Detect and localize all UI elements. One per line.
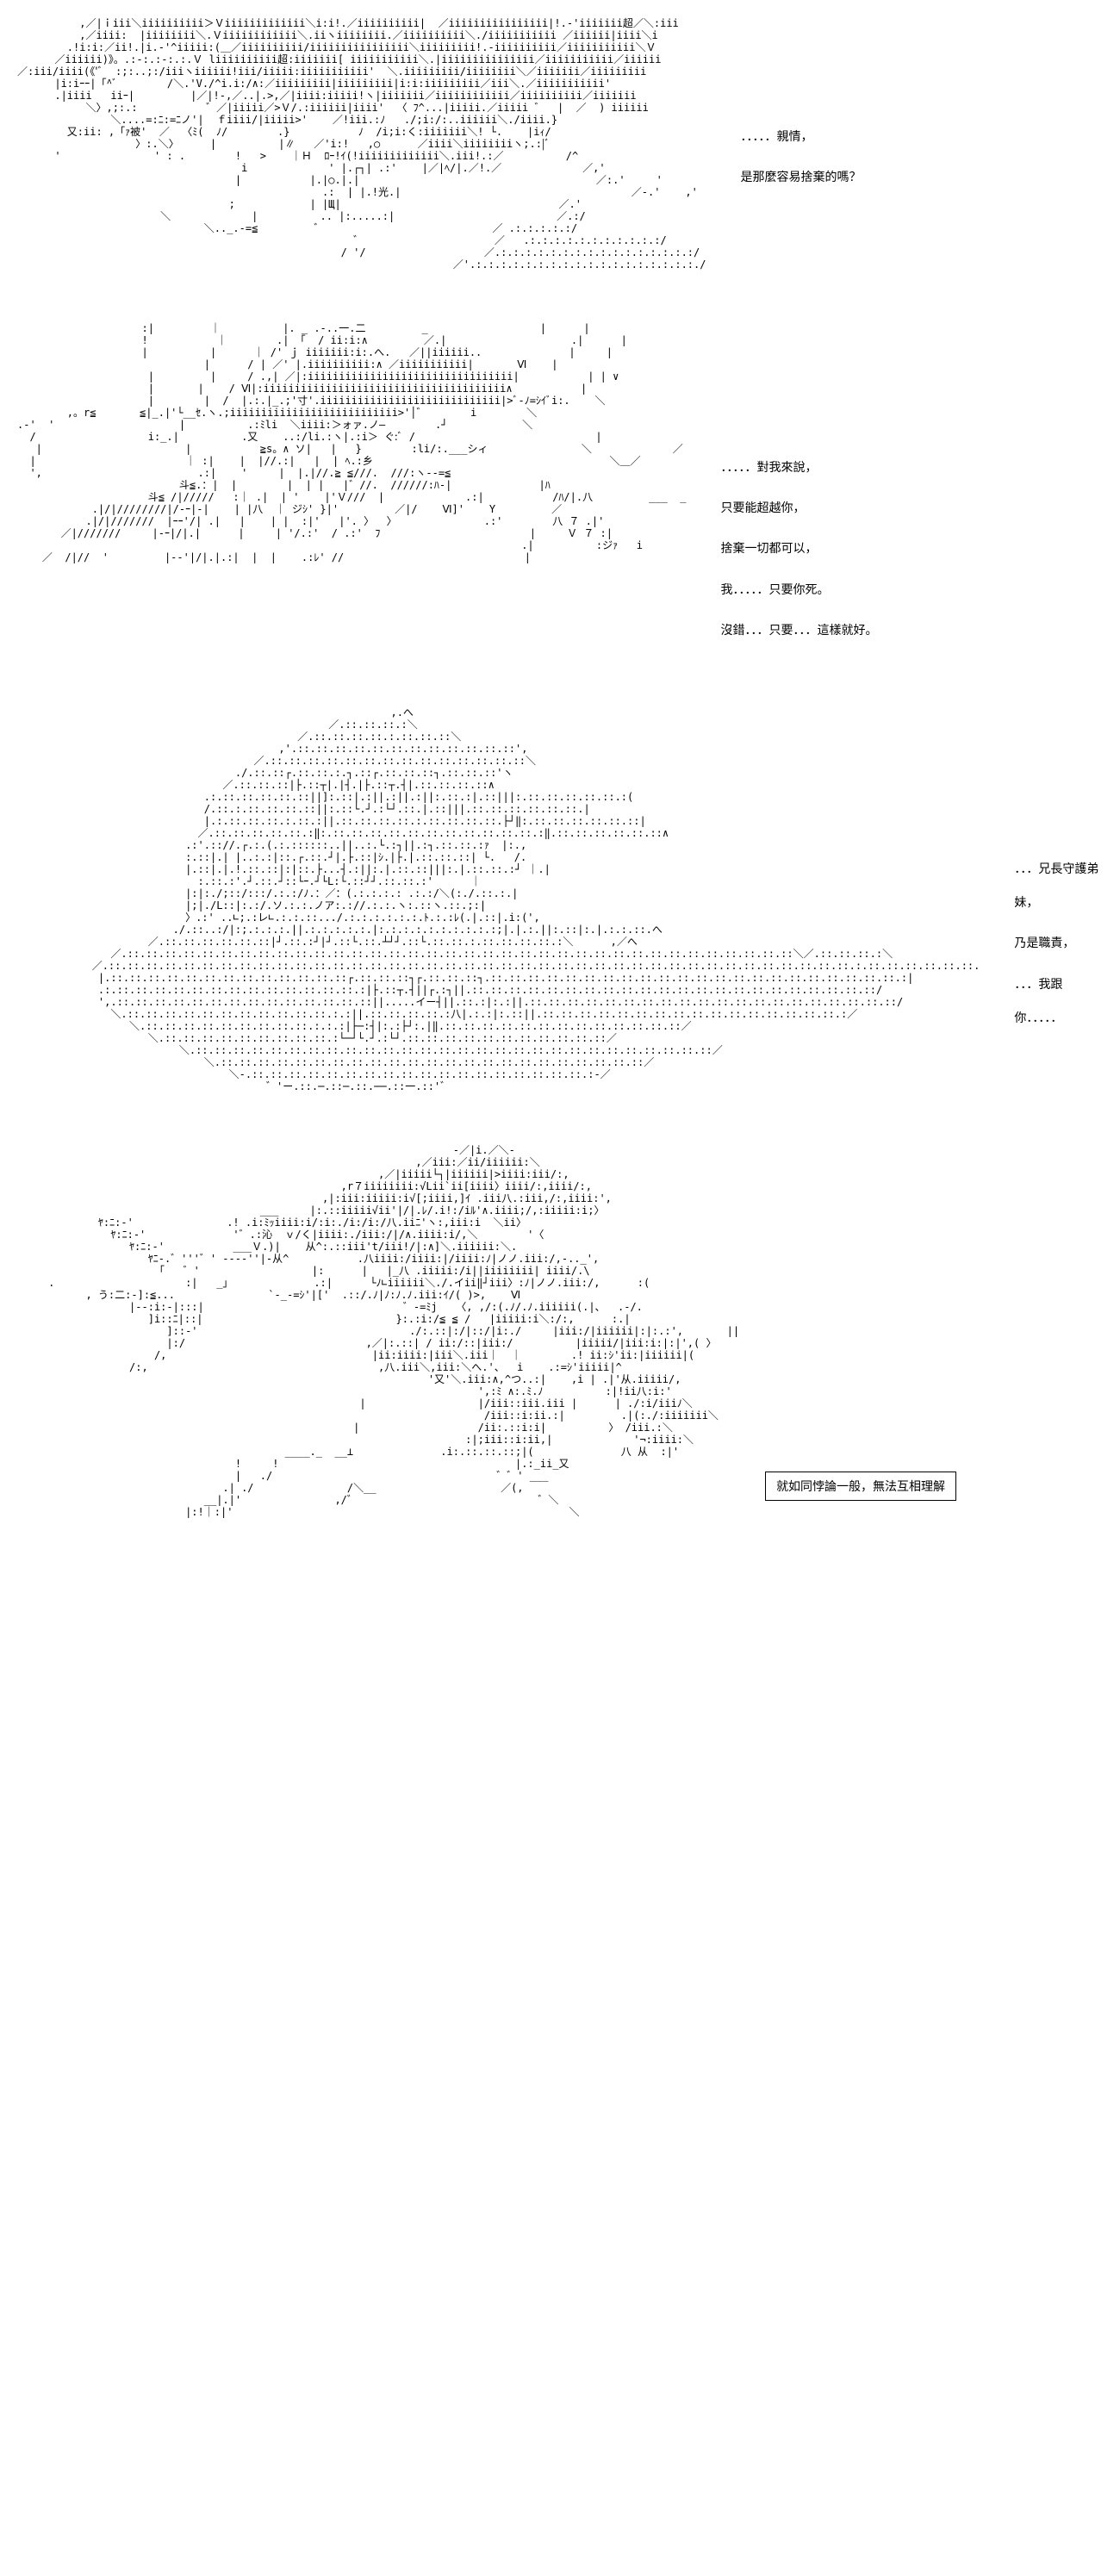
dialogue-block-1: ．．．．．對我來說， 只要能超越你， 捨棄一切都可以， 我．．．．．只要你死。沒錯．．…: [720, 451, 877, 655]
dialogue-line: ．．．．．對我來說，: [720, 451, 877, 485]
dialogue-line: 只要能超越你，: [720, 492, 877, 526]
dialogue-line: ．．．．．親情，: [740, 121, 861, 154]
ascii-art-2: ,.へ ／.::.::.::.:＼ ／.::.::.::.::.:.::.::.…: [17, 706, 980, 1092]
dialogue-line: 我．．．．．只要你死。: [720, 574, 877, 607]
dialogue-line: 捨棄一切都可以，: [720, 532, 877, 566]
narration-box: 就如同悖論一般，無法互相理解: [765, 1472, 956, 1501]
ascii-art-1: :| ｜ |. _ .-..一.二 _ | | ! ｜ .| 「 / ii:i:…: [17, 322, 686, 563]
story-panel-0: ,／|ｉiii＼iiiiiiiiii＞Ｖiiiiiiiiiiiii＼i:i!.／…: [17, 17, 1103, 271]
story-panel-2: ,.へ ／.::.::.::.:＼ ／.::.::.::.::.:.::.::.…: [17, 706, 1103, 1092]
dialogue-line: 是那麼容易捨棄的嗎？: [740, 161, 861, 195]
dialogue-block-2: ．．．兄長守護弟妹， 乃是職責， ．．．我跟你．．．．．: [1014, 853, 1103, 1042]
dialogue-line: 沒錯．．．只要．．．這樣就好。: [720, 614, 877, 648]
ascii-art-3: -／|i.／＼- ,／iii:／ii/iiiiii:＼ ,／|iiiii└┐|i…: [17, 1144, 739, 1518]
dialogue-line: 乃是職責，: [1014, 927, 1103, 961]
story-panel-3: -／|i.／＼- ,／iii:／ii/iiiiii:＼ ,／|iiiii└┐|i…: [17, 1144, 1103, 1518]
dialogue-block-0: ．．．．．親情， 是那麼容易捨棄的嗎？: [740, 121, 861, 202]
dialogue-line: ．．．我跟你．．．．．: [1014, 968, 1103, 1036]
story-panel-1: :| ｜ |. _ .-..一.二 _ | | ! ｜ .| 「 / ii:i:…: [17, 322, 1103, 655]
ascii-art-0: ,／|ｉiii＼iiiiiiiiii＞Ｖiiiiiiiiiiiii＼i:i!.／…: [17, 17, 706, 271]
dialogue-line: ．．．兄長守護弟妹，: [1014, 853, 1103, 920]
